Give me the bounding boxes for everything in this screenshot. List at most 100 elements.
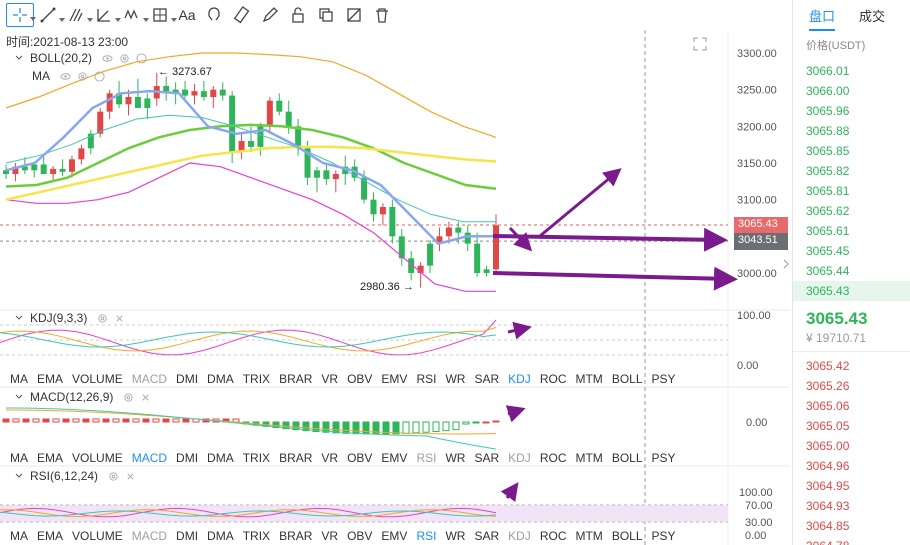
- indicator-tab-dmi[interactable]: DMI: [176, 372, 199, 386]
- measure-tool-button[interactable]: [146, 3, 177, 27]
- chevron-down-icon[interactable]: [14, 392, 24, 402]
- ask-price-row[interactable]: 3065.81: [806, 184, 850, 198]
- indicator-tab-boll[interactable]: BOLL: [611, 372, 643, 386]
- channel-tool-button[interactable]: [62, 3, 93, 27]
- crosshair-tool-button[interactable]: [6, 3, 36, 27]
- indicator-tab-vr[interactable]: VR: [321, 451, 339, 465]
- chart-canvas[interactable]: 3300.003250.003200.003150.003100.003050.…: [0, 30, 790, 545]
- indicator-tab-macd[interactable]: MACD: [131, 372, 168, 386]
- close-icon[interactable]: [136, 52, 147, 64]
- ask-price-row[interactable]: 3065.85: [806, 144, 850, 158]
- indicator-tab-ema[interactable]: EMA: [37, 372, 64, 386]
- indicator-tab-psy[interactable]: PSY: [651, 529, 676, 543]
- indicator-tab-roc[interactable]: ROC: [539, 451, 567, 465]
- indicator-tab-wr[interactable]: WR: [445, 529, 466, 543]
- eye-icon[interactable]: [60, 71, 71, 82]
- wave-tool-button[interactable]: [118, 3, 149, 27]
- ask-price-row[interactable]: 3065.45: [806, 244, 850, 258]
- indicator-tab-mtm[interactable]: MTM: [575, 529, 603, 543]
- close-icon[interactable]: [140, 392, 151, 403]
- indicator-tab-macd[interactable]: MACD: [131, 529, 168, 543]
- gear-icon[interactable]: [108, 471, 119, 482]
- lock-tool-button[interactable]: [284, 3, 312, 27]
- indicator-tab-dma[interactable]: DMA: [207, 451, 234, 465]
- indicator-tab-dmi[interactable]: DMI: [176, 451, 199, 465]
- bid-price-row[interactable]: 3064.96: [806, 459, 850, 473]
- indicator-tab-rsi[interactable]: RSI: [416, 372, 437, 386]
- ask-price-row[interactable]: 3065.88: [806, 124, 850, 138]
- indicator-tab-kdj[interactable]: KDJ: [508, 372, 531, 386]
- ask-price-row[interactable]: 3066.00: [806, 84, 850, 98]
- indicator-tab-brar[interactable]: BRAR: [279, 372, 313, 386]
- gear-icon[interactable]: [77, 71, 88, 82]
- text-tool-button[interactable]: Aa: [174, 3, 200, 27]
- bid-price-row[interactable]: 3064.93: [806, 499, 850, 513]
- indicator-tab-emv[interactable]: EMV: [381, 451, 408, 465]
- bid-price-row[interactable]: 3065.26: [806, 379, 850, 393]
- ask-price-row[interactable]: 3065.43: [793, 281, 910, 301]
- indicator-tab-emv[interactable]: EMV: [381, 529, 408, 543]
- gear-icon[interactable]: [119, 53, 130, 64]
- indicator-tab-kdj[interactable]: KDJ: [508, 451, 531, 465]
- indicator-tab-roc[interactable]: ROC: [539, 372, 567, 386]
- chart-area[interactable]: 3300.003250.003200.003150.003100.003050.…: [0, 30, 790, 545]
- indicator-tab-ma[interactable]: MA: [10, 451, 28, 465]
- chevron-down-icon[interactable]: [14, 53, 24, 63]
- indicator-tab-macd[interactable]: MACD: [131, 451, 168, 465]
- tab-order-book[interactable]: 盘口: [809, 6, 836, 31]
- indicator-tab-ma[interactable]: MA: [10, 372, 28, 386]
- bid-price-row[interactable]: 3065.00: [806, 439, 850, 453]
- gear-icon[interactable]: [97, 313, 108, 324]
- ask-price-row[interactable]: 3066.01: [806, 64, 850, 78]
- angle-tool-button[interactable]: [90, 3, 121, 27]
- indicator-tab-dmi[interactable]: DMI: [176, 529, 199, 543]
- indicator-tab-roc[interactable]: ROC: [539, 529, 567, 543]
- indicator-tab-psy[interactable]: PSY: [651, 372, 676, 386]
- indicator-tab-brar[interactable]: BRAR: [279, 529, 313, 543]
- indicator-tab-psy[interactable]: PSY: [651, 451, 676, 465]
- hide-tool-button[interactable]: [340, 3, 368, 27]
- ruler-tool-button[interactable]: [228, 3, 256, 27]
- indicator-tab-rsi[interactable]: RSI: [416, 529, 437, 543]
- bid-price-row[interactable]: 3065.05: [806, 419, 850, 433]
- ask-price-row[interactable]: 3065.62: [806, 204, 850, 218]
- ask-price-row[interactable]: 3065.61: [806, 224, 850, 238]
- layers-tool-button[interactable]: [312, 3, 340, 27]
- ask-price-row[interactable]: 3065.96: [806, 104, 850, 118]
- close-icon[interactable]: [125, 471, 136, 482]
- indicator-tab-vr[interactable]: VR: [321, 372, 339, 386]
- indicator-tab-emv[interactable]: EMV: [381, 372, 408, 386]
- indicator-tab-volume[interactable]: VOLUME: [72, 372, 123, 386]
- indicator-tab-dma[interactable]: DMA: [207, 372, 234, 386]
- indicator-tab-volume[interactable]: VOLUME: [72, 529, 123, 543]
- tab-trades[interactable]: 成交: [859, 9, 886, 24]
- eye-icon[interactable]: [102, 53, 113, 64]
- indicator-tab-obv[interactable]: OBV: [347, 372, 373, 386]
- indicator-tab-wr[interactable]: WR: [445, 451, 466, 465]
- indicator-tab-trix[interactable]: TRIX: [242, 451, 271, 465]
- indicator-tab-obv[interactable]: OBV: [347, 529, 373, 543]
- chevron-down-icon[interactable]: [14, 313, 24, 323]
- indicator-tab-ema[interactable]: EMA: [37, 451, 64, 465]
- indicator-tab-sar[interactable]: SAR: [474, 529, 500, 543]
- fullscreen-icon[interactable]: [692, 36, 708, 52]
- indicator-tab-obv[interactable]: OBV: [347, 451, 373, 465]
- indicator-tab-kdj[interactable]: KDJ: [508, 529, 531, 543]
- indicator-tab-wr[interactable]: WR: [445, 372, 466, 386]
- bid-price-row[interactable]: 3065.06: [806, 399, 850, 413]
- indicator-tab-vr[interactable]: VR: [321, 529, 339, 543]
- indicator-tab-ema[interactable]: EMA: [37, 529, 64, 543]
- indicator-tab-mtm[interactable]: MTM: [575, 372, 603, 386]
- indicator-tab-brar[interactable]: BRAR: [279, 451, 313, 465]
- chevron-down-icon[interactable]: [14, 471, 24, 481]
- ask-price-row[interactable]: 3065.44: [806, 264, 850, 278]
- bid-price-row[interactable]: 3064.85: [806, 519, 850, 533]
- pen-tool-button[interactable]: [256, 3, 284, 27]
- close-icon[interactable]: [94, 70, 105, 82]
- indicator-tab-rsi[interactable]: RSI: [416, 451, 437, 465]
- close-icon[interactable]: [114, 313, 125, 324]
- line-tool-button[interactable]: [34, 3, 65, 27]
- indicator-tab-sar[interactable]: SAR: [474, 372, 500, 386]
- indicator-tab-trix[interactable]: TRIX: [242, 529, 271, 543]
- indicator-tab-boll[interactable]: BOLL: [611, 529, 643, 543]
